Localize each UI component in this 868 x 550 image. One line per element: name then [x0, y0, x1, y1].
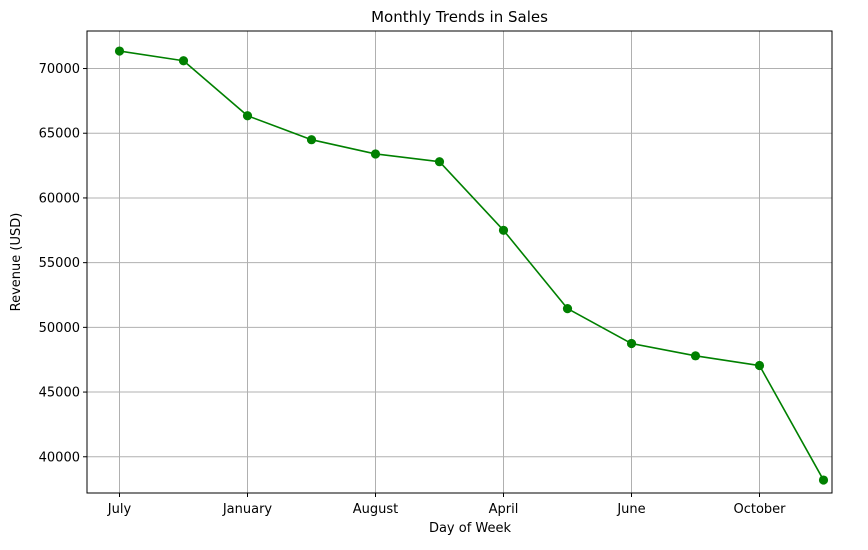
data-point [754, 360, 765, 371]
chart-title: Monthly Trends in Sales [371, 8, 548, 26]
data-point [690, 351, 701, 361]
data-point [242, 111, 253, 121]
data-point [818, 475, 829, 485]
y-tick-label: 65000 [39, 127, 80, 142]
data-point [626, 338, 637, 349]
plot-frame [86, 30, 833, 494]
data-point [370, 149, 381, 159]
y-tick-label: 55000 [39, 256, 80, 271]
x-tick-label: July [107, 502, 132, 517]
x-tick-label: June [616, 502, 645, 517]
grid-lines [87, 31, 832, 493]
data-point [306, 135, 317, 145]
y-axis-label: Revenue (USD) [9, 213, 24, 312]
y-tick-label: 70000 [39, 62, 80, 77]
data-point [562, 303, 573, 314]
data-point [178, 56, 189, 66]
y-tick-label: 50000 [39, 321, 80, 336]
data-point [498, 225, 509, 235]
x-tick-label: January [222, 502, 273, 517]
series-layer [114, 46, 829, 485]
y-tick-label: 60000 [39, 191, 80, 206]
y-tick-label: 40000 [39, 450, 80, 465]
x-axis-ticks: July January August April June October [107, 493, 786, 517]
data-point [434, 157, 445, 167]
y-axis-ticks: 40000 45000 50000 55000 60000 65000 70000 [39, 62, 87, 465]
data-point [114, 46, 125, 56]
y-tick-label: 45000 [39, 386, 80, 401]
x-tick-label: April [489, 502, 519, 517]
x-axis-label: Day of Week [429, 521, 512, 536]
x-tick-label: August [353, 502, 399, 517]
x-tick-label: October [733, 502, 786, 517]
series-line [119, 50, 825, 481]
